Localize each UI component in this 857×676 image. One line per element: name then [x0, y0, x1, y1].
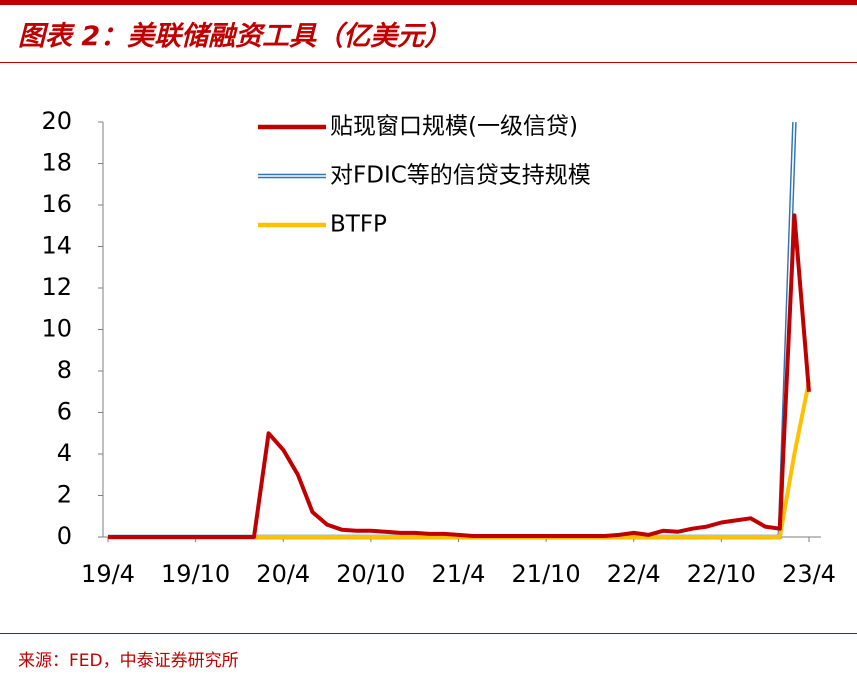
rule [0, 633, 857, 634]
y-tick-label: 12 [41, 273, 72, 301]
y-tick-label: 2 [57, 481, 72, 509]
legend-label: BTFP [330, 212, 387, 238]
legend-label: 贴现窗口规模(一级信贷) [330, 114, 578, 140]
y-tick-label: 20 [41, 107, 72, 135]
x-tick-label: 22/10 [687, 560, 756, 588]
x-tick-label: 21/10 [512, 560, 581, 588]
x-tick-label: 20/4 [256, 560, 310, 588]
title: 图表 2：美联储融资工具（亿美元） [18, 21, 452, 52]
line [108, 381, 811, 539]
x-tick-label: 23/4 [782, 560, 836, 588]
line [108, 213, 811, 539]
x-tick-label: 21/4 [432, 560, 486, 588]
x-tick-label: 19/4 [81, 560, 135, 588]
y-tick-label: 18 [41, 149, 72, 177]
x-tick-label: 22/4 [607, 560, 661, 588]
y-tick-label: 8 [57, 356, 72, 384]
x-tick-label: 20/10 [336, 560, 405, 588]
source: 来源：FED，中泰证券研究所 [18, 651, 239, 671]
y-tick-label: 14 [41, 232, 72, 260]
y-tick-label: 16 [41, 190, 72, 218]
chart: 0 2 4 6 8 10 12 14 16 18 20 19/4 19/10 20/4 20/10 21/4 2… [41, 107, 836, 588]
x-tick-label: 19/10 [161, 560, 230, 588]
y-tick-label: 6 [57, 398, 72, 426]
legend-label: 对FDIC等的信贷支持规模 [330, 163, 591, 189]
rule [0, 62, 857, 63]
y-tick-label: 0 [57, 522, 72, 550]
y-tick-label: 4 [57, 439, 72, 467]
top-bar [0, 0, 857, 5]
y-tick-label: 10 [41, 315, 72, 343]
